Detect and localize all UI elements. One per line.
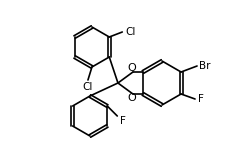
Text: Cl: Cl: [83, 82, 93, 92]
Text: Cl: Cl: [125, 27, 136, 37]
Text: F: F: [198, 94, 204, 104]
Text: O: O: [128, 93, 136, 103]
Text: F: F: [120, 116, 126, 126]
Text: O: O: [128, 63, 136, 73]
Text: Br: Br: [199, 61, 211, 71]
